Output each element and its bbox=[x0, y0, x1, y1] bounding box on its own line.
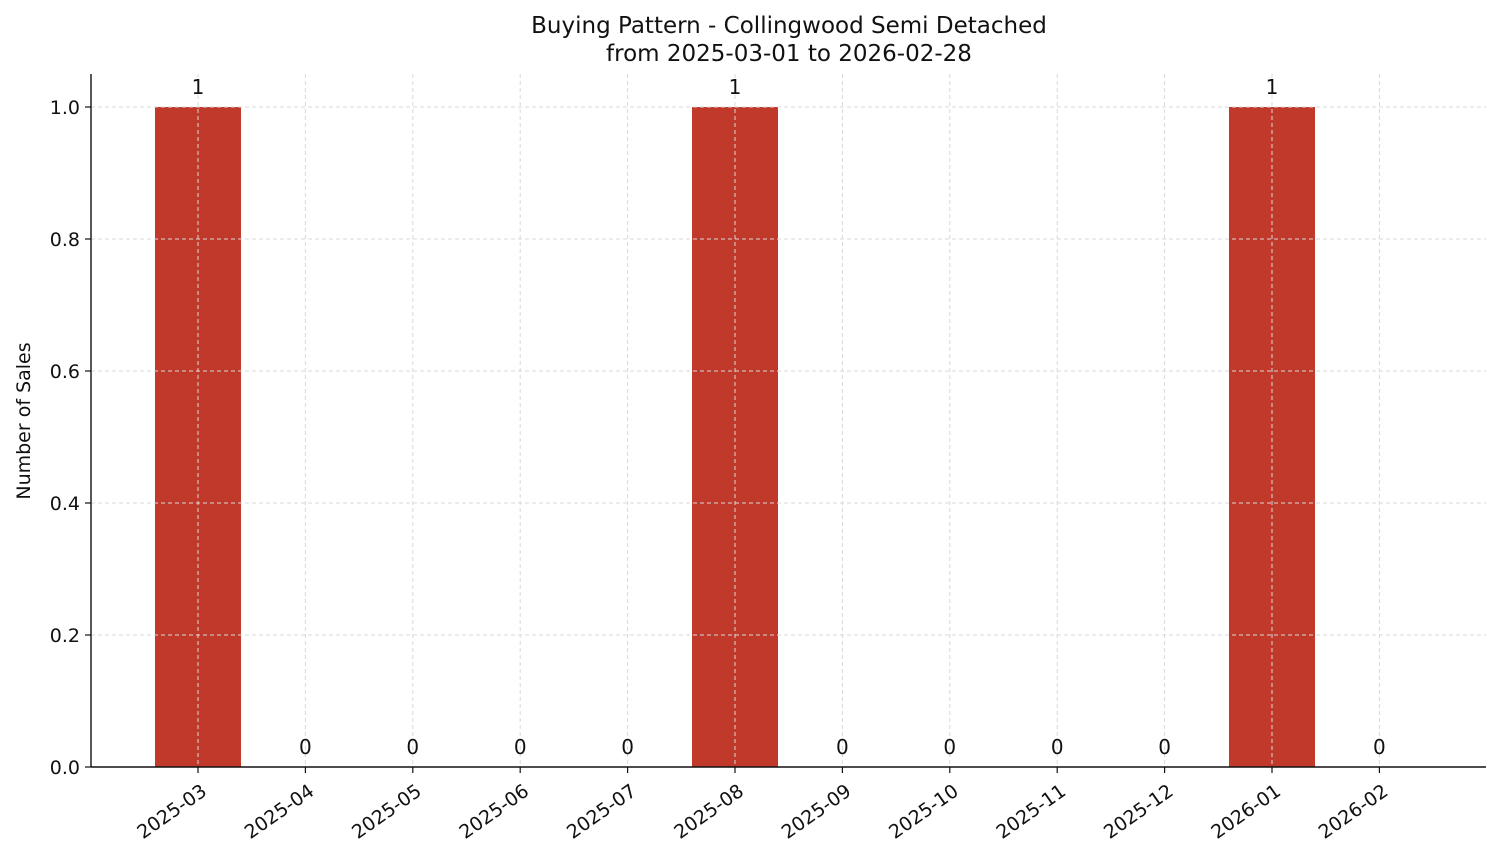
y-tick-label: 0.0 bbox=[50, 757, 80, 779]
y-axis-label: Number of Sales bbox=[13, 342, 35, 499]
data-label: 0 bbox=[1158, 735, 1171, 759]
chart-title: Buying Pattern - Collingwood Semi Detach… bbox=[531, 13, 1047, 39]
data-label: 0 bbox=[406, 735, 419, 759]
grid-layer bbox=[91, 74, 1486, 767]
bar bbox=[155, 107, 241, 767]
y-tick-label: 0.8 bbox=[50, 229, 80, 251]
x-tick-label: 2025-05 bbox=[348, 780, 426, 844]
data-label: 0 bbox=[621, 735, 634, 759]
data-label: 0 bbox=[836, 735, 849, 759]
data-label: 0 bbox=[299, 735, 312, 759]
x-tick-label: 2025-10 bbox=[885, 780, 963, 844]
chart-subtitle: from 2025-03-01 to 2026-02-28 bbox=[606, 41, 972, 67]
y-tick-label: 1.0 bbox=[50, 97, 80, 119]
x-tick-label: 2025-12 bbox=[1100, 780, 1178, 844]
x-tick-label: 2025-08 bbox=[670, 780, 748, 844]
x-tick-label: 2025-04 bbox=[241, 780, 319, 844]
axes-layer bbox=[85, 74, 1486, 773]
data-label: 0 bbox=[943, 735, 956, 759]
x-tick-label: 2025-07 bbox=[563, 780, 641, 844]
x-tick-label: 2025-11 bbox=[992, 780, 1070, 844]
y-tick-label: 0.6 bbox=[50, 361, 80, 383]
data-label: 1 bbox=[192, 75, 205, 99]
data-label: 0 bbox=[514, 735, 527, 759]
x-tick-label: 2026-01 bbox=[1207, 780, 1285, 844]
data-label: 0 bbox=[1373, 735, 1386, 759]
x-tick-label: 2025-03 bbox=[133, 780, 211, 844]
x-tick-label: 2025-06 bbox=[455, 780, 533, 844]
y-tick-label: 0.2 bbox=[50, 625, 80, 647]
data-label: 0 bbox=[1051, 735, 1064, 759]
x-tick-label: 2026-02 bbox=[1315, 780, 1393, 844]
bar bbox=[692, 107, 778, 767]
bars-layer bbox=[155, 107, 1315, 767]
data-label: 1 bbox=[1266, 75, 1279, 99]
bar bbox=[1229, 107, 1315, 767]
data-label: 1 bbox=[729, 75, 742, 99]
x-tick-label: 2025-09 bbox=[778, 780, 856, 844]
y-tick-label: 0.4 bbox=[50, 493, 80, 515]
